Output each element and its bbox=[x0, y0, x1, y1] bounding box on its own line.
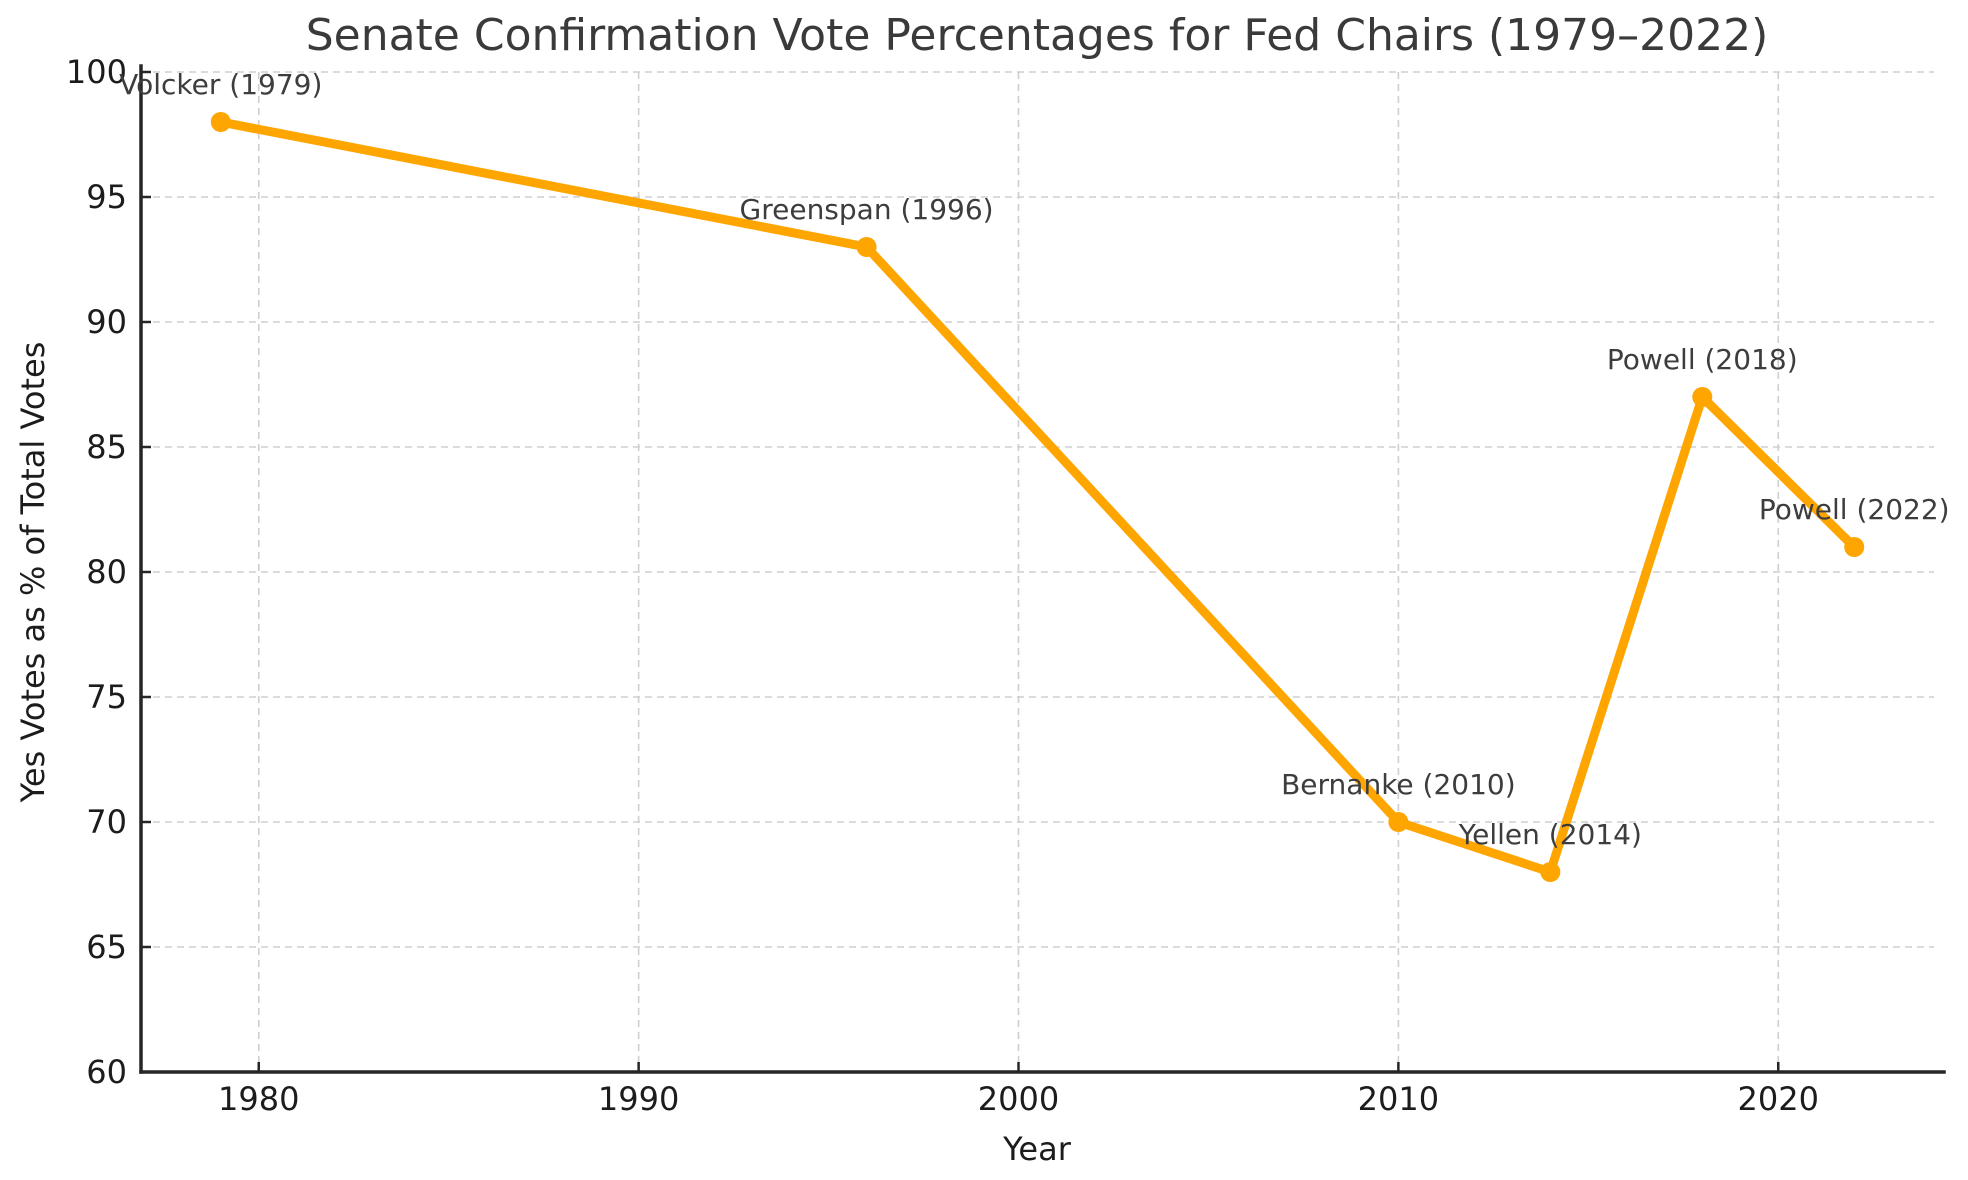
y-tick-label: 80 bbox=[86, 553, 127, 591]
data-point-marker bbox=[856, 237, 877, 257]
data-point-label: Powell (2018) bbox=[1607, 343, 1798, 376]
data-point-marker bbox=[1844, 537, 1865, 557]
data-point-marker bbox=[1388, 812, 1409, 832]
data-point-label: Bernanke (2010) bbox=[1281, 768, 1516, 801]
y-axis-label: Yes Votes as % of Total Votes bbox=[14, 342, 52, 804]
data-point-marker bbox=[1692, 387, 1713, 407]
y-tick-label: 85 bbox=[86, 428, 127, 466]
y-tick-label: 65 bbox=[86, 928, 127, 966]
data-series bbox=[210, 112, 1865, 882]
x-tick-label: 2020 bbox=[1738, 1080, 1819, 1118]
series-line bbox=[216, 117, 1859, 877]
y-tick-label: 75 bbox=[86, 678, 127, 716]
data-point-label: Powell (2022) bbox=[1759, 493, 1950, 526]
data-point-marker bbox=[210, 112, 231, 132]
gridlines bbox=[141, 71, 1934, 1072]
x-tick-label: 1990 bbox=[598, 1080, 679, 1118]
x-tick-label: 2010 bbox=[1358, 1080, 1439, 1118]
y-tick-label: 100 bbox=[66, 53, 127, 91]
y-tick-label: 70 bbox=[86, 803, 127, 841]
y-tick-label: 95 bbox=[86, 178, 127, 216]
tick-labels: 1980 1990 2000 2010 2020 60 65 70 75 80 85 90 95 100 bbox=[66, 53, 1819, 1118]
x-axis-label: Year bbox=[1002, 1130, 1072, 1168]
data-point-label: Volcker (1979) bbox=[119, 68, 322, 101]
x-tick-label: 2000 bbox=[978, 1080, 1059, 1118]
chart-title: Senate Confirmation Vote Percentages for… bbox=[306, 10, 1769, 61]
data-point-label: Greenspan (1996) bbox=[740, 193, 994, 226]
point-annotations: Volcker (1979) Greenspan (1996) Bernanke (… bbox=[119, 68, 1949, 851]
data-point-label: Yellen (2014) bbox=[1458, 818, 1642, 851]
x-tick-label: 1980 bbox=[218, 1080, 299, 1118]
y-tick-label: 90 bbox=[86, 303, 127, 341]
axes-spines bbox=[139, 64, 1946, 1074]
y-tick-label: 60 bbox=[86, 1053, 127, 1091]
data-point-marker bbox=[1540, 862, 1561, 882]
